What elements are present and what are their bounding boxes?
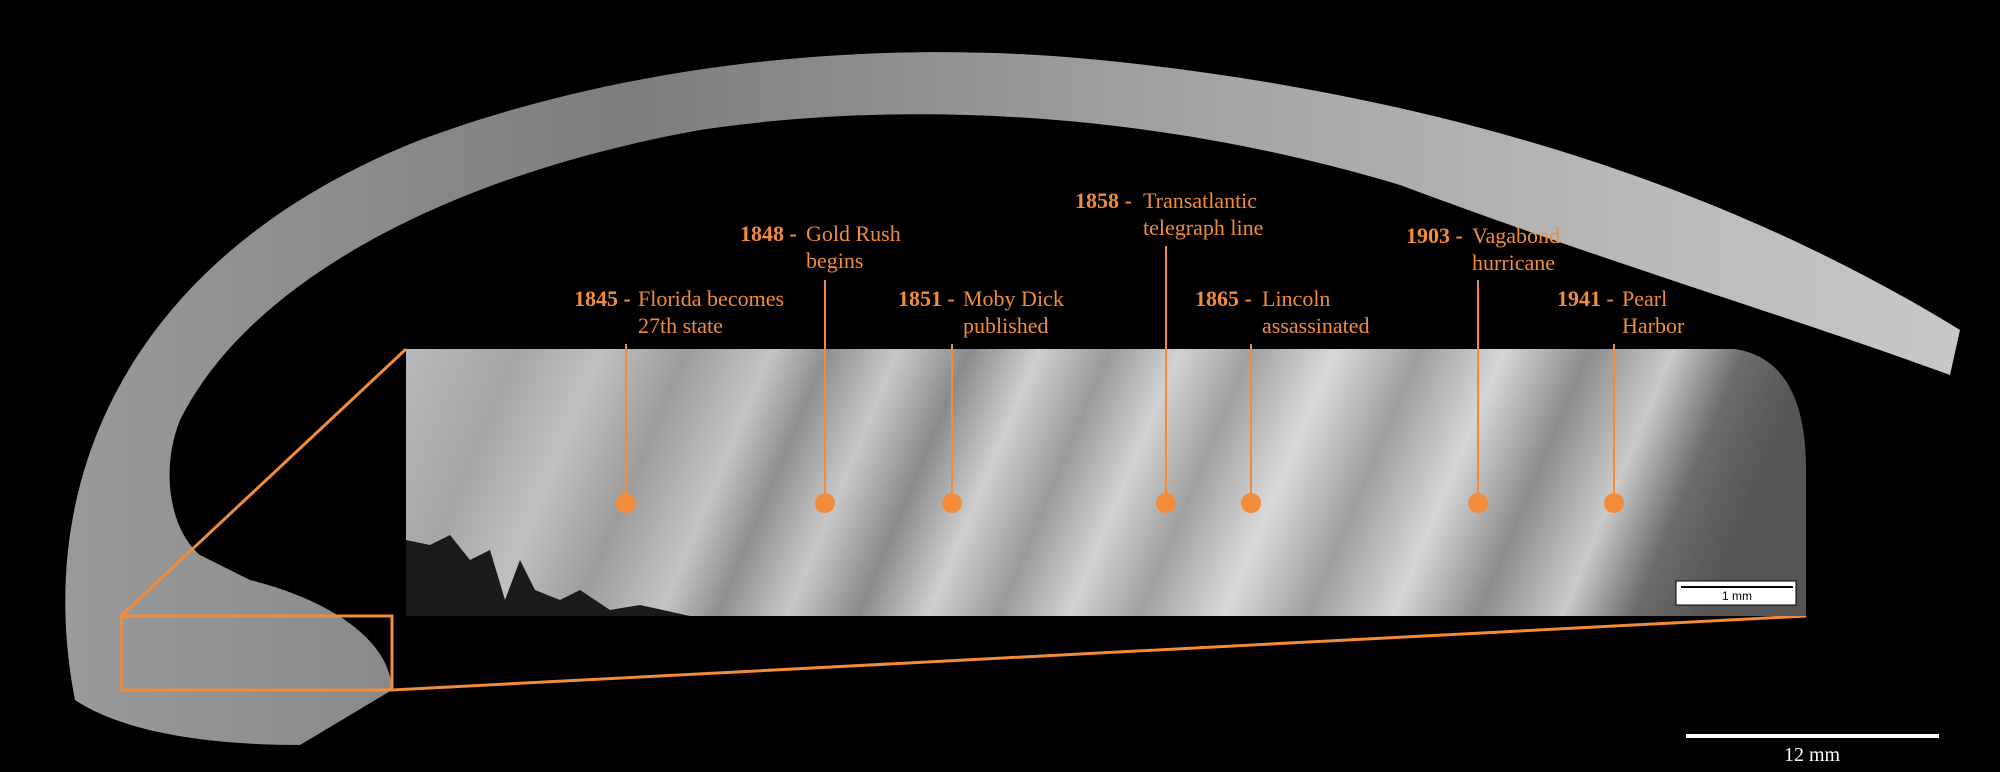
inset-scale-label: 1 mm	[1722, 589, 1752, 603]
event-dot	[1468, 493, 1488, 513]
inset-broken-edge	[406, 535, 690, 616]
event-text: Lincoln	[1262, 286, 1330, 311]
event-year: 1845 -	[574, 286, 631, 311]
shell	[65, 52, 1960, 746]
event-dot	[1156, 493, 1176, 513]
event-year: 1858 -	[1075, 188, 1132, 213]
event-text: Moby Dick	[963, 286, 1064, 311]
event-text: Vagabond	[1472, 223, 1560, 248]
event-text: begins	[806, 248, 863, 273]
inset-image	[406, 349, 1806, 616]
event-text: Pearl	[1622, 286, 1667, 311]
event-dot	[815, 493, 835, 513]
event-dot	[942, 493, 962, 513]
event-year: 1851 -	[898, 286, 955, 311]
event-year: 1941 -	[1557, 286, 1614, 311]
event-text: Harbor	[1622, 313, 1685, 338]
shell-detail-box	[119, 614, 394, 692]
event-text: hurricane	[1472, 250, 1555, 275]
main-scale-label: 12 mm	[1784, 744, 1841, 766]
event-text: Gold Rush	[806, 221, 901, 246]
event-text: 27th state	[638, 313, 723, 338]
event-text: Transatlantic	[1143, 188, 1257, 213]
event-year: 1903 -	[1406, 223, 1463, 248]
event-dot	[616, 493, 636, 513]
event-text: published	[963, 313, 1049, 338]
event-text: assassinated	[1262, 313, 1370, 338]
zoom-line	[119, 347, 408, 618]
event-dot	[1241, 493, 1261, 513]
zoom-line	[391, 614, 1807, 692]
inset-scale-box	[1675, 580, 1797, 606]
event-dot	[1604, 493, 1624, 513]
event-year: 1848 -	[740, 221, 797, 246]
event-text: Florida becomes	[638, 286, 784, 311]
event-year: 1865 -	[1195, 286, 1252, 311]
event-text: telegraph line	[1143, 215, 1263, 240]
